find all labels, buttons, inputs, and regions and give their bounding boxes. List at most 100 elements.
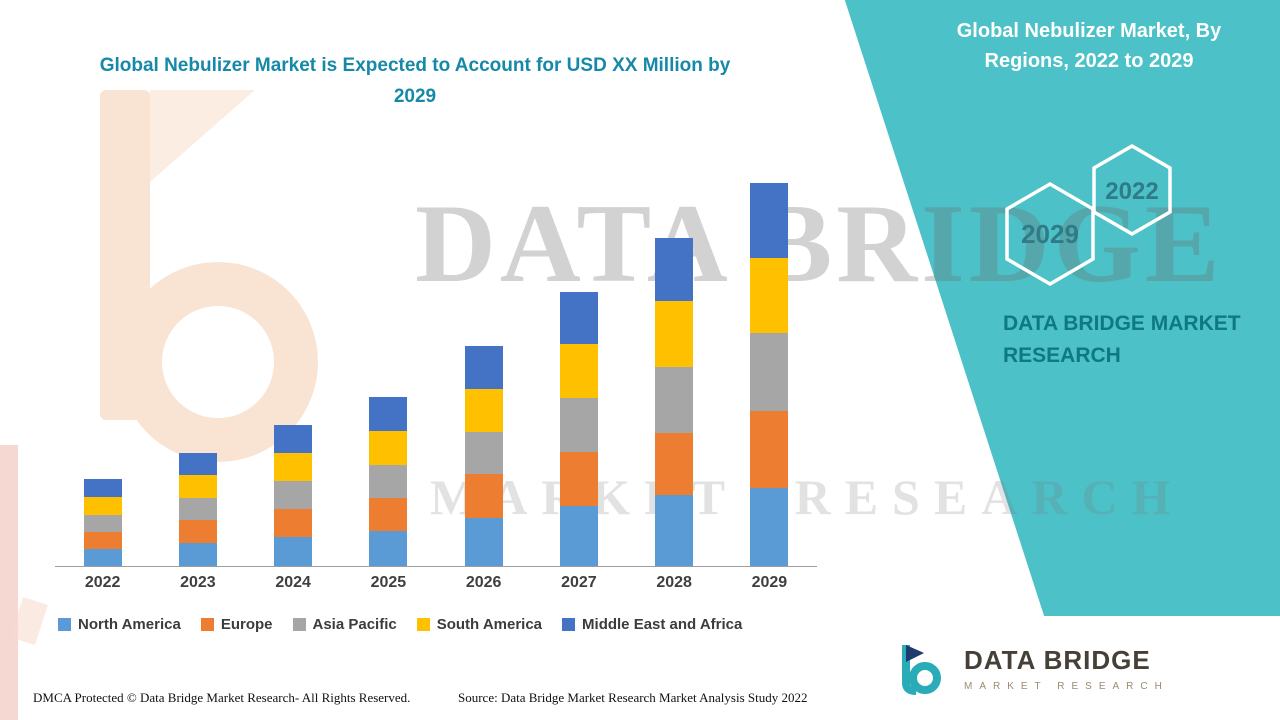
bar-segment [559, 398, 598, 452]
legend-swatch [292, 618, 306, 631]
logo-tagline: MARKET RESEARCH [964, 680, 1169, 692]
x-axis-label: 2025 [370, 574, 407, 591]
legend-item: Asia Pacific [292, 616, 397, 633]
decorative-strip [0, 445, 18, 720]
hexagon-graphic: 2029 2022 [1005, 143, 1172, 287]
bar-segment [83, 532, 122, 549]
bar-segment [369, 465, 408, 498]
bar-segment [559, 344, 598, 398]
chart-title: Global Nebulizer Market is Expected to A… [99, 55, 731, 108]
watermark-text-marketresearch: MARKET RESEARCH [430, 469, 1185, 525]
footer-dmca-text: DMCA Protected © Data Bridge Market Rese… [33, 690, 411, 705]
x-axis-label: 2024 [275, 574, 311, 591]
bar-segment [274, 537, 313, 566]
bar-segment [369, 397, 408, 431]
bar-segment [83, 549, 122, 566]
bar-group-2023 [150, 178, 245, 566]
brand-text: DATA BRIDGE MARKET RESEARCH [1003, 312, 1241, 367]
brand-logo-watermark [100, 90, 318, 462]
bar-segment [559, 452, 598, 506]
bar-segment [178, 520, 217, 543]
bar-segment [274, 481, 313, 509]
bar-group-2022 [55, 178, 150, 566]
legend-label: North America [78, 616, 181, 633]
legend-swatch [58, 618, 71, 631]
x-axis-label: 2022 [84, 574, 121, 591]
legend-label: South America [436, 616, 543, 633]
stacked-bar [369, 397, 408, 566]
x-axis-label: 2028 [656, 574, 692, 591]
bar-segment [178, 475, 217, 498]
bar-segment [178, 453, 217, 475]
databridge-logo-icon [902, 645, 941, 695]
bar-segment [274, 453, 313, 481]
x-axis-labels: 2022 2023 2024 2025 2026 2027 2028 2029 [55, 574, 817, 592]
stacked-bar [274, 425, 313, 566]
bar-segment [655, 301, 694, 367]
logo-name: DATA BRIDGE [964, 644, 1151, 675]
bar-segment [369, 531, 408, 566]
legend-item: Middle East and Africa [562, 616, 742, 633]
hexagon-2029-label: 2029 [1021, 219, 1079, 249]
bar-segment [274, 509, 313, 537]
bar-segment [464, 346, 503, 389]
bar-segment [464, 432, 503, 474]
stacked-bar [178, 453, 217, 566]
footer-source-text: Source: Data Bridge Market Research Mark… [458, 690, 808, 705]
bar-segment [559, 292, 598, 344]
bar-segment [559, 506, 598, 566]
legend-label: Europe [220, 616, 273, 633]
bar-segment [83, 479, 122, 497]
hexagon-2022-label: 2022 [1105, 178, 1158, 205]
bar-segment [464, 389, 503, 432]
bar-group-2024 [246, 178, 341, 566]
logo-box: DATA BRIDGE MARKET RESEARCH [870, 616, 1280, 720]
bar-segment [750, 488, 789, 566]
legend-label: Middle East and Africa [582, 616, 743, 633]
bar-segment [464, 474, 503, 518]
bar-segment [750, 258, 789, 333]
bar-group-2027 [531, 178, 626, 566]
bar-segment [464, 518, 503, 566]
stacked-bar [83, 479, 122, 566]
bar-group-2026 [436, 178, 531, 566]
bar-segment [178, 543, 217, 566]
stacked-bar [464, 346, 503, 566]
bar-segment [83, 515, 122, 532]
bar-segment [655, 238, 694, 301]
legend-item: North America [58, 616, 181, 633]
stacked-bar [655, 238, 694, 566]
bar-group-2029 [722, 178, 817, 566]
bar-segment [369, 498, 408, 531]
bar-segment [750, 183, 789, 258]
bar-segment [750, 411, 789, 488]
logo-text: DATA BRIDGE MARKET RESEARCH [964, 645, 1169, 692]
bar-segment [750, 333, 789, 411]
legend-label: Asia Pacific [312, 616, 397, 633]
x-axis-label: 2023 [180, 574, 216, 591]
panel-title: Global Nebulizer Market, By Regions, 202… [956, 20, 1222, 72]
x-axis-label: 2026 [465, 574, 502, 591]
bar-segment [274, 425, 313, 453]
legend-swatch [416, 618, 430, 631]
plot-area [55, 178, 817, 567]
x-axis-label: 2029 [751, 574, 788, 591]
legend-swatch [200, 618, 214, 631]
bar-segment [655, 495, 694, 566]
bar-group-2028 [627, 178, 722, 566]
bar-segment [655, 433, 694, 495]
bar-group-2025 [341, 178, 436, 566]
legend: North America Europe Asia Pacific South Ame… [58, 616, 833, 633]
legend-item: South America [416, 616, 543, 633]
bar-segment [369, 431, 408, 465]
bar-segment [83, 497, 122, 515]
stacked-bar [559, 292, 598, 566]
bar-segment [655, 367, 694, 433]
legend-item: Europe [200, 616, 273, 633]
stacked-bar [750, 183, 789, 566]
legend-swatch [562, 618, 576, 631]
hexagon-2022 [1092, 143, 1172, 237]
bar-segment [178, 498, 217, 520]
x-axis-label: 2027 [561, 574, 597, 591]
